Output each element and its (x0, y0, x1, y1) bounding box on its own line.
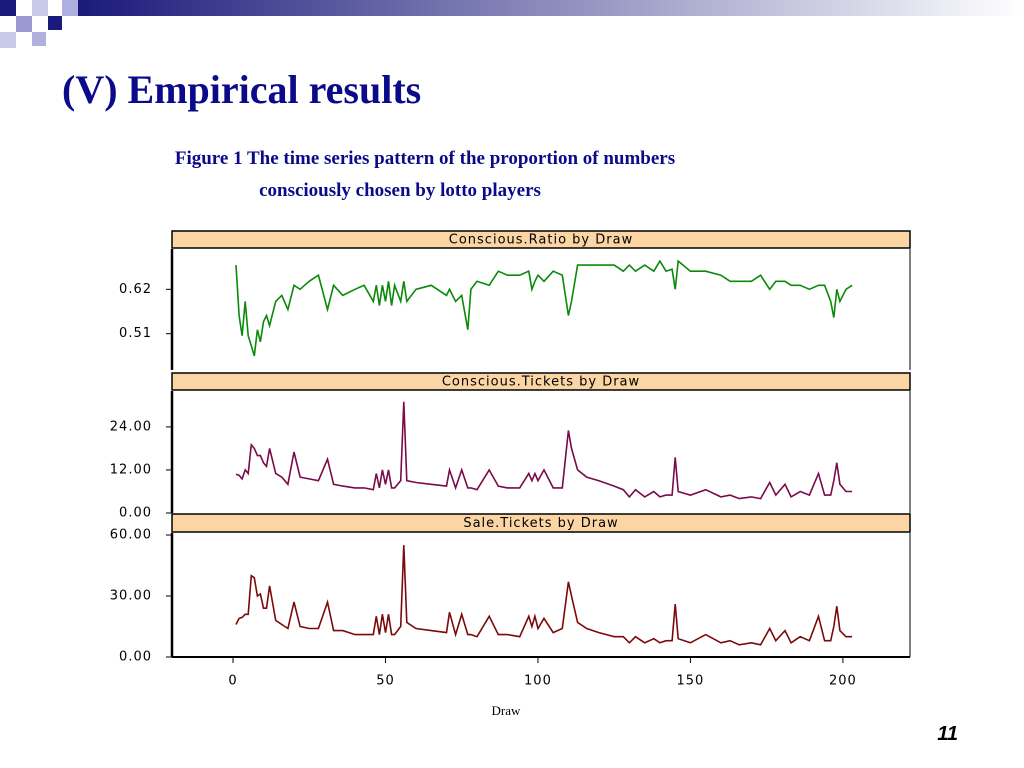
panel-header (171, 230, 911, 249)
caption: consciously chosen by lotto players (259, 180, 541, 201)
x-tick-label: 50 (376, 674, 395, 689)
data-line (235, 401, 853, 500)
x-tick-label: 100 (524, 674, 552, 689)
panel-title: Conscious.Ratio by Draw (449, 233, 633, 248)
y-tick-label: 0.62 (119, 282, 152, 297)
y-tick-label: 0.00 (119, 650, 152, 665)
page-number: 11 (937, 723, 958, 745)
y-tick-label: 24.00 (110, 419, 152, 434)
y-tick-label: 12.00 (110, 462, 152, 477)
x-tick-label: 200 (829, 674, 857, 689)
y-tick-label: 30.00 (110, 589, 152, 604)
y-tick-label: 0.00 (119, 506, 152, 521)
y-tick-label: 0.51 (119, 326, 152, 341)
y-tick-label: 60.00 (110, 528, 152, 543)
x-tick-label: 0 (228, 674, 237, 689)
panel-title: Conscious.Tickets by Draw (442, 375, 640, 390)
x-axis-label: Draw (492, 703, 521, 718)
caption: Figure 1 The time series pattern of the … (175, 148, 675, 169)
data-line (235, 545, 853, 646)
slide-title: (V) Empirical results (62, 67, 421, 112)
panel-title: Sale.Tickets by Draw (463, 516, 618, 531)
panel-header (171, 513, 911, 533)
panel-header (171, 372, 911, 391)
x-tick-label: 150 (677, 674, 705, 689)
corner-decoration (0, 0, 1024, 48)
data-line (235, 259, 853, 357)
